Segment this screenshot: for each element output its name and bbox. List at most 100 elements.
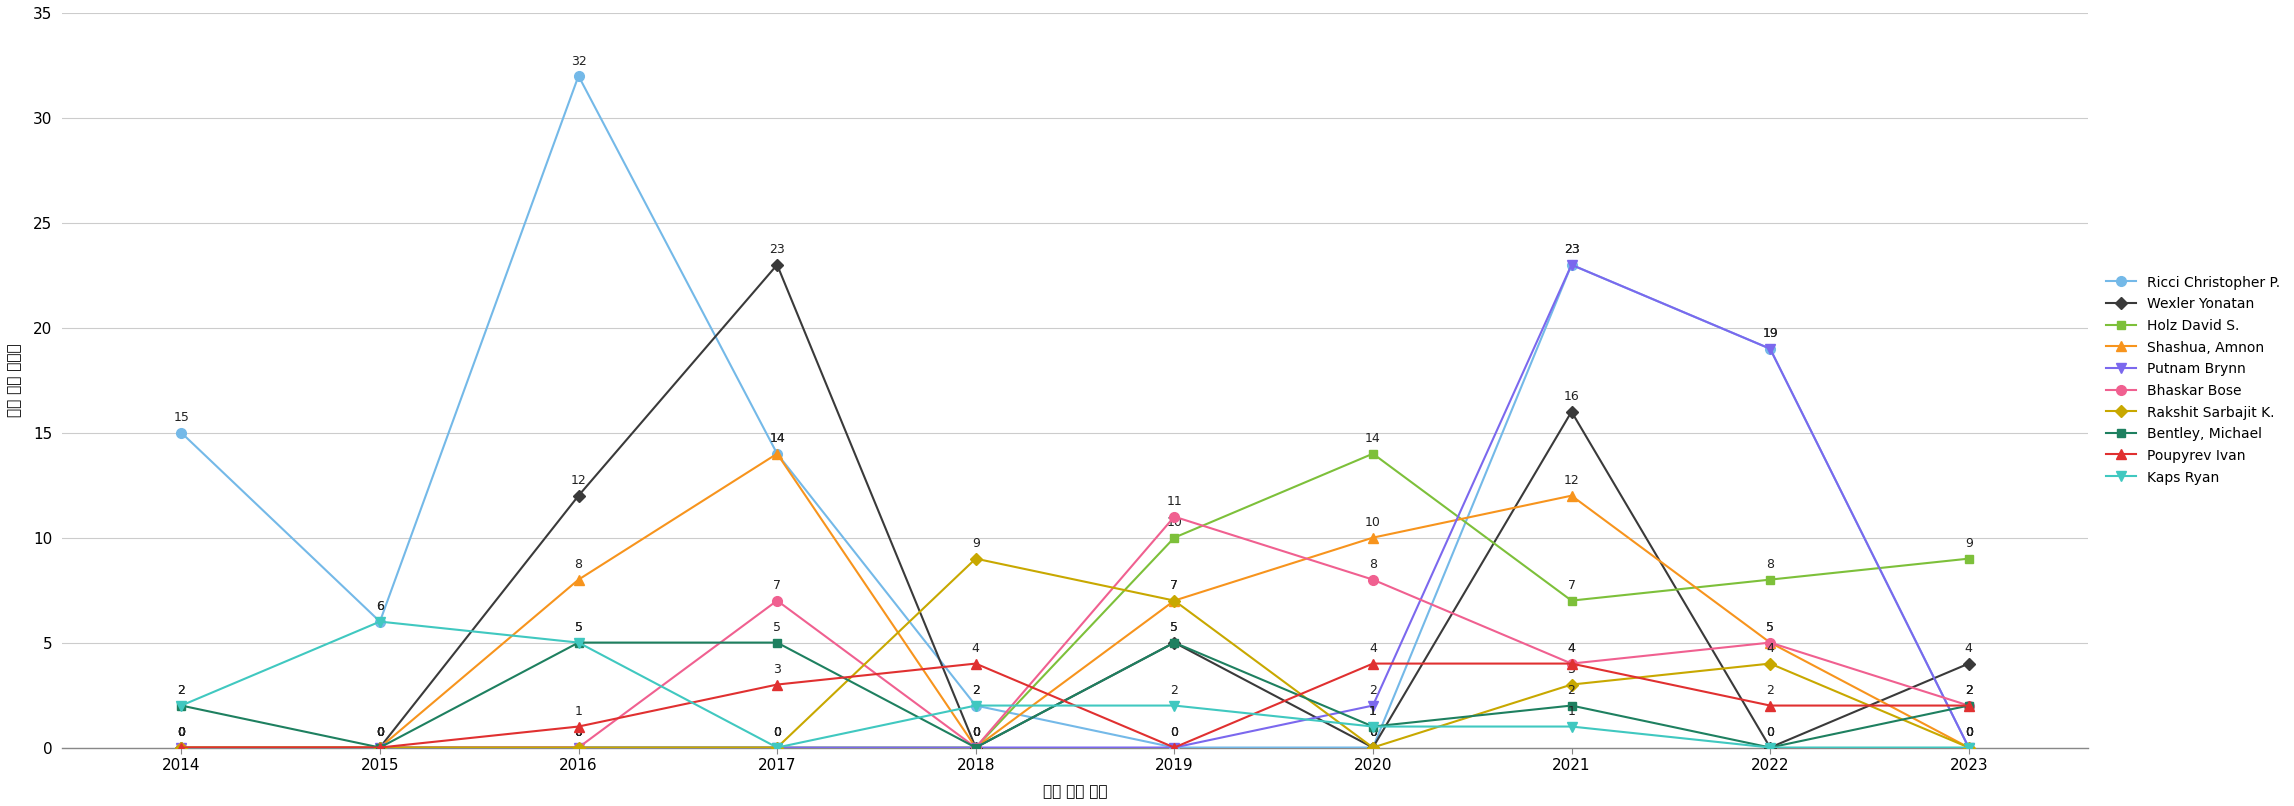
Line: Shashua, Amnon: Shashua, Amnon	[177, 449, 1973, 752]
Text: 0: 0	[376, 726, 383, 739]
Wexler Yonatan	[1757, 742, 1785, 752]
Line: Wexler Yonatan: Wexler Yonatan	[177, 260, 1973, 752]
Ricci Christopher P.	[961, 700, 989, 710]
Text: 0: 0	[376, 726, 383, 739]
Text: 5: 5	[1170, 621, 1179, 634]
Text: 0: 0	[1964, 726, 1973, 739]
Text: 5: 5	[1170, 621, 1179, 634]
Text: 0: 0	[1370, 726, 1376, 739]
Poupyrev Ivan	[167, 742, 195, 752]
Wexler Yonatan	[564, 491, 592, 501]
Text: 7: 7	[1567, 580, 1576, 592]
Kaps Ryan	[167, 700, 195, 710]
Text: 0: 0	[574, 726, 583, 739]
Text: 5: 5	[1766, 621, 1773, 634]
Putnam Brynn	[764, 742, 791, 752]
Text: 2: 2	[1567, 684, 1576, 697]
Rakshit Sarbajit K.	[1358, 742, 1386, 752]
Shashua, Amnon	[1358, 533, 1386, 542]
Text: 0: 0	[574, 726, 583, 739]
Ricci Christopher P.	[1954, 742, 1982, 752]
Text: 5: 5	[574, 621, 583, 634]
Text: 3: 3	[1567, 663, 1576, 676]
Text: 8: 8	[1370, 559, 1376, 571]
Text: 0: 0	[177, 726, 186, 739]
Text: 4: 4	[1567, 642, 1576, 655]
Text: 14: 14	[768, 432, 785, 446]
Bhaskar Bose	[1358, 575, 1386, 584]
Putnam Brynn	[1558, 260, 1585, 270]
Text: 32: 32	[571, 55, 587, 68]
Text: 2: 2	[1964, 684, 1973, 697]
Text: 5: 5	[574, 621, 583, 634]
Text: 0: 0	[177, 726, 186, 739]
Poupyrev Ivan	[1558, 659, 1585, 668]
Legend: Ricci Christopher P., Wexler Yonatan, Holz David S., Shashua, Amnon, Putnam Bryn: Ricci Christopher P., Wexler Yonatan, Ho…	[2099, 269, 2287, 492]
Rakshit Sarbajit K.	[961, 554, 989, 563]
Line: Rakshit Sarbajit K.: Rakshit Sarbajit K.	[177, 555, 1973, 752]
Kaps Ryan	[367, 617, 395, 626]
Kaps Ryan	[564, 638, 592, 647]
Text: 6: 6	[376, 600, 383, 613]
Text: 0: 0	[376, 726, 383, 739]
Wexler Yonatan	[961, 742, 989, 752]
Text: 8: 8	[1766, 559, 1773, 571]
Text: 3: 3	[773, 663, 780, 676]
Text: 0: 0	[773, 726, 782, 739]
Text: 0: 0	[177, 726, 186, 739]
Text: 0: 0	[376, 726, 383, 739]
Kaps Ryan	[1954, 742, 1982, 752]
Text: 0: 0	[773, 726, 782, 739]
Bentley, Michael	[367, 742, 395, 752]
Putnam Brynn	[1358, 700, 1386, 710]
Poupyrev Ivan	[564, 721, 592, 731]
Bhaskar Bose	[1161, 512, 1188, 521]
Text: 4: 4	[1567, 642, 1576, 655]
Rakshit Sarbajit K.	[564, 742, 592, 752]
Holz David S.	[1558, 596, 1585, 605]
Text: 4: 4	[1964, 642, 1973, 655]
Text: 9: 9	[973, 538, 980, 550]
Text: 0: 0	[973, 726, 980, 739]
Bentley, Michael	[1358, 721, 1386, 731]
Text: 7: 7	[1170, 580, 1179, 592]
Bhaskar Bose	[1954, 700, 1982, 710]
Text: 0: 0	[1964, 726, 1973, 739]
Bentley, Michael	[167, 700, 195, 710]
Text: 4: 4	[1766, 642, 1773, 655]
Text: 2: 2	[973, 684, 980, 697]
Text: 6: 6	[376, 600, 383, 613]
Wexler Yonatan	[1358, 742, 1386, 752]
Line: Holz David S.: Holz David S.	[177, 450, 1973, 752]
Shashua, Amnon	[1161, 596, 1188, 605]
Text: 0: 0	[177, 726, 186, 739]
Holz David S.	[1954, 554, 1982, 563]
Text: 2: 2	[973, 684, 980, 697]
Bhaskar Bose	[564, 742, 592, 752]
Text: 4: 4	[973, 642, 980, 655]
Wexler Yonatan	[1161, 638, 1188, 647]
Text: 2: 2	[177, 684, 186, 697]
Shashua, Amnon	[961, 742, 989, 752]
Poupyrev Ivan	[1954, 700, 1982, 710]
Text: 11: 11	[1165, 496, 1181, 509]
Text: 2: 2	[1964, 684, 1973, 697]
Holz David S.	[764, 742, 791, 752]
Ricci Christopher P.	[564, 71, 592, 81]
Holz David S.	[167, 742, 195, 752]
Bentley, Michael	[1161, 638, 1188, 647]
Shashua, Amnon	[1558, 491, 1585, 501]
Text: 0: 0	[1170, 726, 1179, 739]
Kaps Ryan	[1161, 700, 1188, 710]
Text: 0: 0	[574, 726, 583, 739]
Holz David S.	[1757, 575, 1785, 584]
Line: Bentley, Michael: Bentley, Michael	[177, 638, 1973, 752]
Text: 1: 1	[1567, 705, 1576, 718]
Poupyrev Ivan	[764, 679, 791, 689]
Shashua, Amnon	[167, 742, 195, 752]
Rakshit Sarbajit K.	[1558, 679, 1585, 689]
Bhaskar Bose	[167, 742, 195, 752]
Bhaskar Bose	[764, 596, 791, 605]
Shashua, Amnon	[1954, 742, 1982, 752]
Text: 0: 0	[773, 726, 782, 739]
